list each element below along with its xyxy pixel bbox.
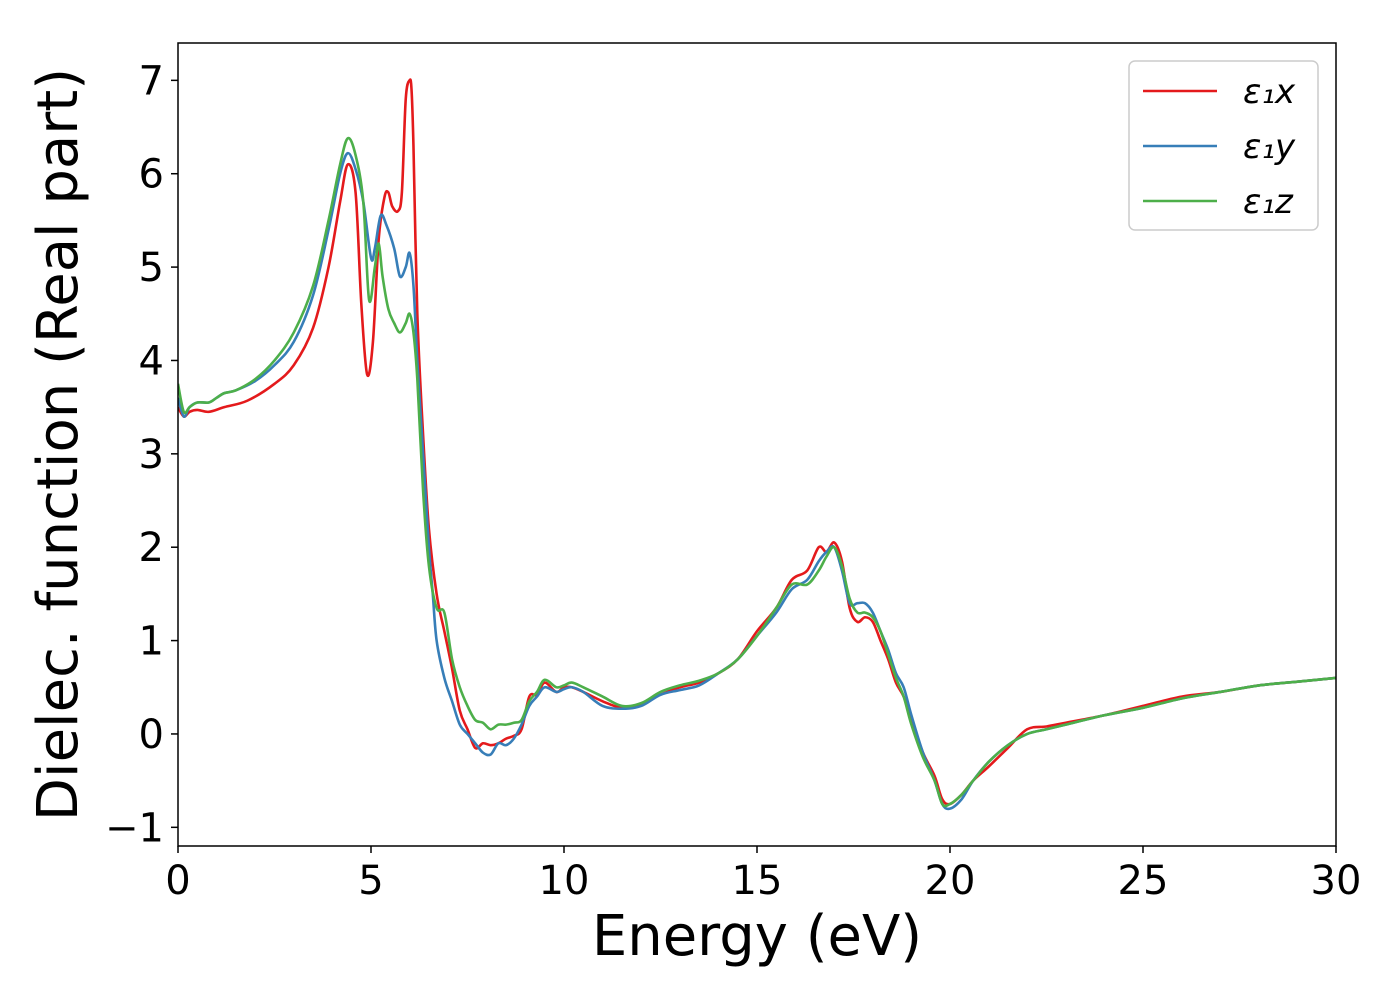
y-tick-label: 4 [139,338,164,384]
x-tick-label: 0 [165,858,190,904]
series-line-1 [178,151,1336,811]
x-tick-label: 15 [732,858,783,904]
y-tick-label: 5 [139,245,164,291]
x-tick-label: 5 [358,858,383,904]
legend: ε₁x ε₁y ε₁z [1128,60,1319,231]
y-tick-label: 2 [139,525,164,571]
y-tick-label: 0 [139,712,164,758]
y-tick-label: −1 [105,805,164,851]
legend-label-2: ε₁z [1243,182,1294,222]
x-tick-label: 20 [925,858,976,904]
x-tick-label: 10 [539,858,590,904]
series-line-2 [178,136,1336,808]
y-tick-label: 6 [139,152,164,198]
legend-label-1: ε₁y [1243,127,1296,167]
y-tick-label: 7 [139,58,164,104]
series-line-0 [178,78,1336,806]
y-tick-label: 1 [139,619,164,665]
x-tick-label: 25 [1118,858,1169,904]
x-tick-label: 30 [1311,858,1362,904]
y-axis-title: Dielec. function (Real part) [26,68,91,821]
legend-label-0: ε₁x [1243,72,1296,112]
x-axis-title: Energy (eV) [592,904,922,969]
y-tick-label: 3 [139,432,164,478]
legend-box [1128,60,1319,231]
plot-area [178,78,1336,811]
